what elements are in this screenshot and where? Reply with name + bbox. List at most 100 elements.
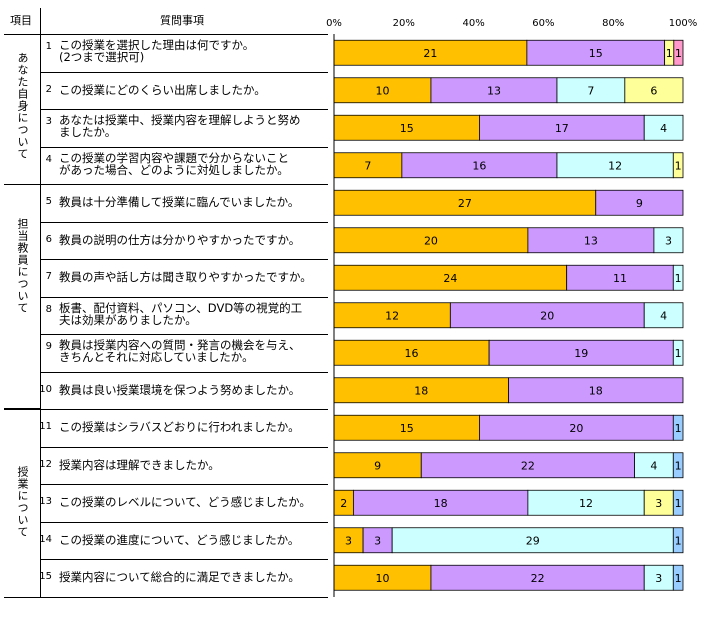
data-label: 27 [458, 197, 472, 210]
bar-segment [333, 152, 403, 179]
bar-segment [333, 527, 364, 554]
header-rule [4, 34, 328, 35]
data-label: 9 [374, 459, 381, 472]
question-line1: あなたは授業中、授業内容を理解しようと努め [59, 113, 301, 127]
question-number: 1 [45, 41, 52, 52]
bar-segment [653, 227, 684, 254]
question-text: あなたは授業中、授業内容を理解しようと努め ましたか。 [59, 114, 301, 138]
data-label: 21 [423, 47, 437, 60]
bar-segment [430, 77, 558, 104]
bar-segment [333, 377, 509, 404]
question-text: 授業内容について総合的に満足できましたか。 [59, 571, 300, 583]
question-text: この授業はシラバスどおりに行われましたか。 [59, 421, 300, 433]
question-line2: ましたか。 [59, 125, 117, 139]
x-tick-label: 40% [462, 18, 484, 29]
data-label: 15 [400, 422, 414, 435]
bar-segment [624, 77, 684, 104]
data-label: 16 [472, 159, 486, 172]
bar-segment [634, 452, 674, 479]
data-label: 20 [569, 422, 583, 435]
data-label: 13 [584, 234, 598, 247]
bar-segment [333, 564, 432, 591]
bar-segment [556, 77, 626, 104]
data-label: 1 [675, 159, 682, 172]
question-number: 15 [39, 571, 52, 582]
bar-segment [430, 564, 645, 591]
category-self: あなた自身について [16, 52, 29, 160]
question-text: この授業の進度について、どう感じましたか。 [59, 534, 299, 546]
bar-segment [643, 114, 684, 141]
question-number: 9 [45, 341, 52, 352]
data-label: 3 [665, 234, 672, 247]
x-tick-label: 80% [602, 18, 624, 29]
question-line1: 板書、配付資料、パソコン、DVD等の視覚的工 [59, 300, 303, 315]
data-label: 3 [345, 534, 352, 547]
x-tick-label: 100% [669, 18, 698, 29]
bar-segment [643, 302, 684, 329]
row-divider [40, 559, 328, 560]
question-number: 10 [39, 383, 52, 395]
bar-segment [673, 39, 684, 66]
header-item: 項目 [10, 14, 32, 27]
data-label: 12 [608, 159, 622, 172]
question-text: 板書、配付資料、パソコン、DVD等の視覚的工 夫は効果がありましたか。 [59, 302, 302, 326]
bar-segment [449, 302, 645, 329]
question-line2: 夫は効果がありましたか。 [59, 312, 197, 327]
bar-segment [391, 527, 674, 554]
question-number: 3 [45, 116, 52, 127]
question-text: この授業を選択した理由は何ですか。 (2つまで選択可) [59, 39, 254, 63]
bar-segment [643, 564, 674, 591]
header-question: 質問事項 [160, 14, 204, 27]
question-number: 6 [45, 233, 52, 245]
bar-segment [527, 227, 655, 254]
question-line1: 教員の説明の仕方は分かりやすかったですか。 [59, 232, 301, 247]
bar-segment [672, 264, 684, 291]
bar-segment [508, 377, 684, 404]
question-line1: この授業はシラバスどおりに行われましたか。 [59, 420, 300, 434]
data-label: 12 [385, 309, 399, 322]
column-divider [40, 8, 41, 598]
row-divider [40, 297, 328, 298]
x-tick-label: 60% [532, 18, 554, 29]
bar-segment [333, 227, 529, 254]
data-label: 17 [555, 122, 569, 135]
x-tick-label: 0% [326, 18, 342, 29]
row-divider [40, 447, 328, 448]
data-label: 22 [521, 459, 535, 472]
question-text: 教員の説明の仕方は分かりやすかったですか。 [59, 234, 300, 246]
data-label: 9 [636, 197, 643, 210]
category-divider-2 [4, 408, 40, 409]
data-label: 13 [487, 84, 501, 97]
data-label: 7 [587, 84, 594, 97]
row-divider [40, 484, 328, 485]
bar-segment [333, 114, 480, 141]
row-divider [40, 522, 328, 523]
question-line2: (2つまで選択可) [59, 50, 145, 64]
data-label: 18 [414, 384, 428, 397]
bar-segment [420, 452, 635, 479]
data-label: 4 [650, 459, 657, 472]
data-label: 29 [526, 534, 540, 547]
question-text: 教員は良い授業環境を保つよう努めましたか。 [59, 384, 300, 396]
question-line1: 授業内容は理解できましたか。 [59, 457, 220, 472]
data-label: 1 [666, 47, 673, 60]
data-label: 12 [579, 497, 593, 510]
question-number: 12 [39, 458, 52, 470]
data-label: 1 [675, 497, 682, 510]
question-number: 14 [39, 533, 52, 545]
category-class: 授業について [16, 466, 29, 538]
question-text: 授業内容は理解できましたか。 [59, 459, 220, 471]
bar-segment [672, 339, 684, 366]
row-divider [40, 147, 328, 148]
section-divider [4, 184, 328, 185]
data-label: 18 [434, 497, 448, 510]
data-label: 15 [400, 122, 414, 135]
question-number: 5 [45, 196, 52, 207]
data-label: 22 [531, 572, 545, 585]
data-label: 1 [675, 47, 682, 60]
question-text: 教員は授業内容への質問・発言の機会を与え、 きちんとそれに対応していましたか。 [59, 339, 301, 363]
bar-segment [672, 489, 684, 516]
data-label: 7 [364, 159, 371, 172]
question-line2: きちんとそれに対応していましたか。 [59, 350, 254, 364]
